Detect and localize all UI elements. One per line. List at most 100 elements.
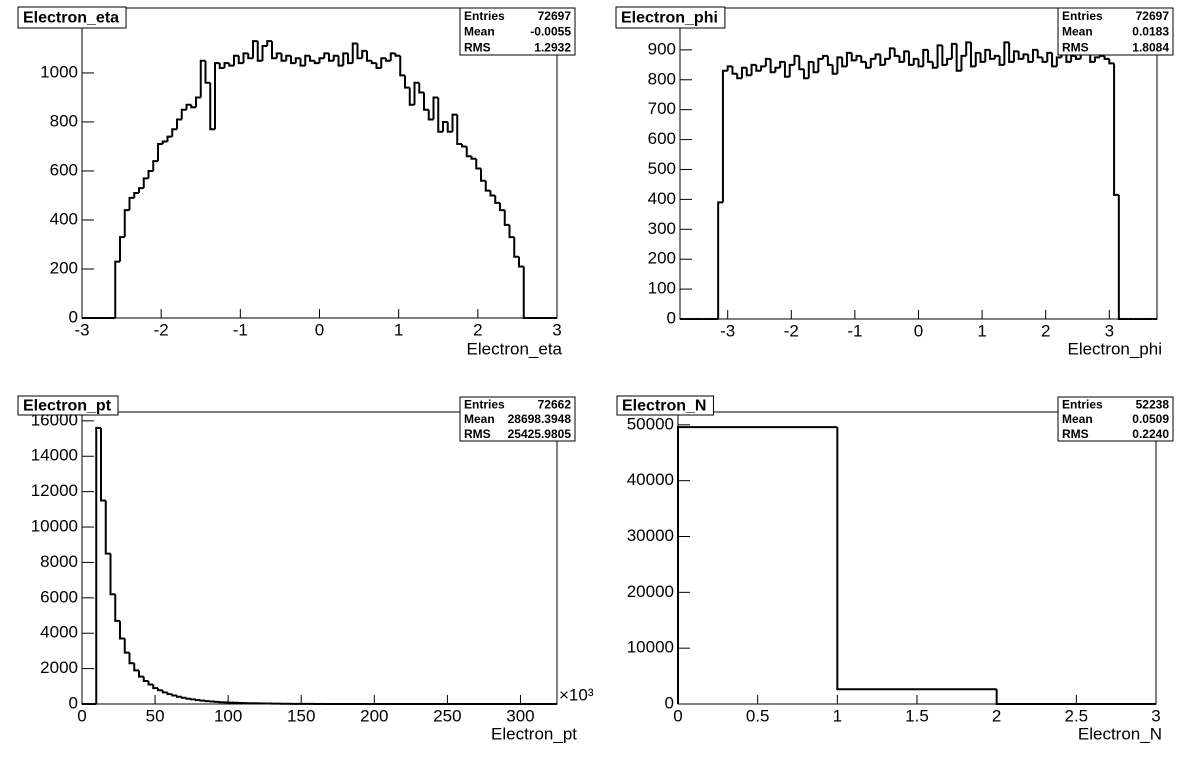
histogram-bin xyxy=(109,553,116,596)
histogram-bin xyxy=(803,69,809,80)
histogram-bin xyxy=(209,82,215,131)
x-tick-label: 1.5 xyxy=(905,706,929,725)
histogram-bin xyxy=(480,168,486,182)
histogram-bin xyxy=(166,135,173,142)
histogram-bin xyxy=(171,694,177,697)
x-tick-label: 200 xyxy=(360,706,388,725)
title-box xyxy=(17,6,127,29)
histogram-bin xyxy=(356,43,363,60)
histogram-bin xyxy=(157,143,163,162)
histogram-bin xyxy=(884,57,890,65)
histogram-bin xyxy=(1070,54,1076,62)
histogram-bin xyxy=(1031,48,1038,62)
histogram-bin xyxy=(342,52,348,66)
histogram-bin xyxy=(841,57,847,68)
histogram-bin xyxy=(779,60,785,68)
title-box xyxy=(616,395,714,416)
y-tick-label: 600 xyxy=(648,129,676,148)
histogram-bin xyxy=(950,42,957,59)
x-tick-label: 0 xyxy=(315,320,324,339)
histogram-bin xyxy=(717,201,723,319)
stats-value: 0.0509 xyxy=(1132,412,1169,426)
histogram-bin xyxy=(261,44,268,61)
histogram-bin xyxy=(161,140,168,145)
x-axis-label: Electron_phi xyxy=(1067,339,1162,358)
histogram-bin xyxy=(128,196,135,211)
stats-value: 1.8084 xyxy=(1132,40,1169,54)
histogram-bin xyxy=(850,52,857,62)
stats-name: Mean xyxy=(1062,25,1093,39)
x-tick-label: 0 xyxy=(77,706,86,725)
stats-box xyxy=(1057,7,1174,56)
histogram-bin xyxy=(266,40,272,46)
histogram-bin xyxy=(989,49,995,60)
stats-name: Mean xyxy=(464,25,495,39)
histogram-bin xyxy=(161,690,168,694)
x-axis-label: Electron_eta xyxy=(467,339,563,358)
histogram-bin xyxy=(798,55,805,71)
histogram-bin xyxy=(147,169,154,179)
histogram-bin xyxy=(332,54,339,61)
histogram-bin xyxy=(242,52,249,64)
chart-title: Electron_eta xyxy=(23,10,119,27)
y-tick-label: 30000 xyxy=(627,526,674,545)
stats-name: Mean xyxy=(464,412,495,426)
histogram-bin xyxy=(922,48,929,67)
stats-value: 28698.3948 xyxy=(508,412,572,426)
y-tick-label: 400 xyxy=(648,189,676,208)
histogram-bin xyxy=(166,692,173,696)
y-tick-label: 8000 xyxy=(40,552,78,571)
histogram-bin xyxy=(228,63,234,67)
histogram-bin xyxy=(280,53,287,62)
y-tick-label: 100 xyxy=(648,279,676,298)
x-tick-label: 0 xyxy=(673,706,682,725)
histogram-bin xyxy=(1036,49,1043,59)
y-tick-label: 1000 xyxy=(40,62,78,81)
histogram-bin xyxy=(157,688,163,692)
histogram-bin xyxy=(1055,56,1062,67)
histogram-bin xyxy=(408,87,415,106)
histogram-bin xyxy=(247,53,253,60)
histogram-bin xyxy=(1108,58,1115,65)
histogram-bin xyxy=(171,128,177,137)
histogram-bin xyxy=(874,53,881,59)
histogram-bin xyxy=(180,696,187,699)
histogram-bin xyxy=(223,62,230,69)
stats-value: 52238 xyxy=(1136,398,1170,412)
histogram-bin xyxy=(299,58,306,67)
histogram-bin xyxy=(907,51,914,66)
y-tick-label: 200 xyxy=(648,249,676,268)
histogram-bin xyxy=(366,50,372,62)
histogram-bin xyxy=(123,209,130,238)
histogram-bin xyxy=(190,104,196,109)
histogram-bin xyxy=(214,62,220,130)
histogram-bin xyxy=(826,55,833,66)
histogram-bin xyxy=(855,54,862,61)
x-axis-label: Electron_N xyxy=(1078,724,1162,743)
title-box xyxy=(615,6,726,29)
histogram-bin xyxy=(100,427,106,502)
histogram-bin xyxy=(437,97,443,133)
histogram-bin xyxy=(185,697,192,700)
stats-name: Entries xyxy=(464,398,505,412)
y-tick-label: 800 xyxy=(50,111,78,130)
histogram-bin xyxy=(812,61,819,74)
histogram-bin xyxy=(764,57,771,67)
histogram-bin xyxy=(1093,56,1100,62)
histogram-bin xyxy=(413,81,420,105)
histogram-bin xyxy=(1027,54,1033,63)
histogram-bin xyxy=(960,54,967,71)
x-tick-label: -1 xyxy=(847,321,862,340)
histogram-bin xyxy=(180,108,187,120)
histogram-bin xyxy=(998,55,1005,66)
histogram-bin xyxy=(275,52,282,59)
histogram-bin xyxy=(484,180,491,192)
histogram-bin xyxy=(927,49,933,63)
x-tick-label: 1 xyxy=(394,320,403,339)
stats-value: 25425.9805 xyxy=(508,427,572,441)
histogram-bin xyxy=(152,684,158,690)
histogram-bin xyxy=(677,426,838,704)
histogram-bin xyxy=(128,652,135,665)
stats-box xyxy=(459,396,576,442)
histogram-bin xyxy=(176,695,182,698)
